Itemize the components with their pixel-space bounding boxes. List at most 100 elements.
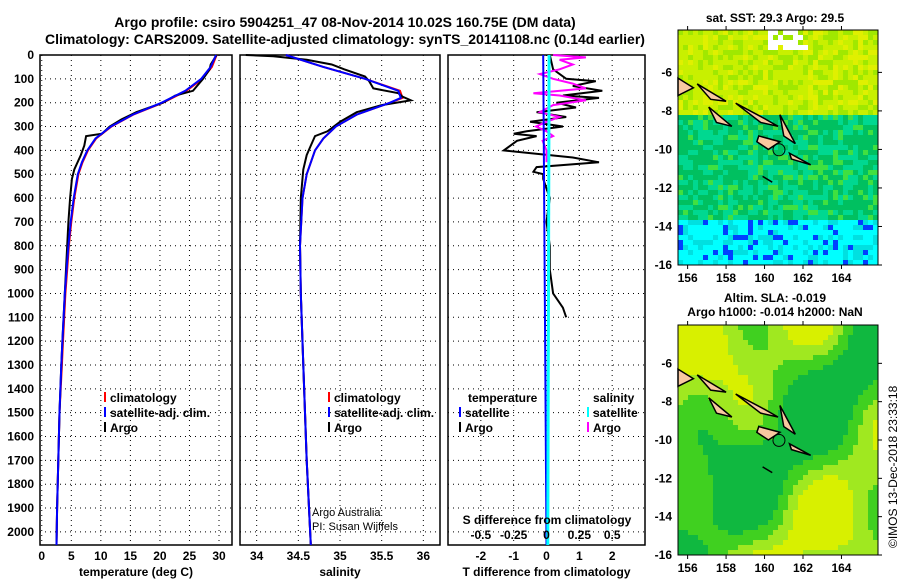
map-cell — [813, 250, 818, 255]
map-cell — [728, 45, 733, 50]
map-cell — [738, 145, 743, 150]
map-cell — [728, 200, 733, 205]
island-shape — [755, 135, 782, 151]
map-cell — [868, 220, 873, 225]
map-cell — [788, 105, 793, 110]
map-cell — [868, 190, 873, 195]
map-cell — [773, 550, 778, 555]
map-cell — [838, 380, 843, 385]
map-cell — [828, 365, 833, 370]
map-cell — [848, 45, 853, 50]
map-cell — [703, 415, 708, 420]
map-cell — [798, 325, 803, 330]
map-cell — [783, 185, 788, 190]
map-cell — [698, 75, 703, 80]
map-cell — [718, 40, 723, 45]
map-cell — [763, 450, 768, 455]
map-cell — [703, 140, 708, 145]
map-cell — [838, 245, 843, 250]
map-cell — [723, 345, 728, 350]
map-cell — [768, 490, 773, 495]
map-cell — [748, 350, 753, 355]
map-cell — [738, 75, 743, 80]
map-cell — [678, 225, 683, 230]
map-cell — [698, 420, 703, 425]
y-tick-label: 1500 — [7, 406, 34, 420]
map-cell — [813, 180, 818, 185]
map-cell — [823, 185, 828, 190]
map-cell — [838, 395, 843, 400]
map-cell — [683, 50, 688, 55]
map-cell — [723, 60, 728, 65]
map-cell — [768, 500, 773, 505]
map-cell — [738, 240, 743, 245]
map-cell — [848, 465, 853, 470]
map-cell — [843, 255, 848, 260]
map-cell — [838, 375, 843, 380]
map-cell — [733, 210, 738, 215]
map-cell — [703, 335, 708, 340]
map-cell — [743, 385, 748, 390]
map-cell — [733, 165, 738, 170]
map-cell — [868, 160, 873, 165]
map-cell — [833, 105, 838, 110]
map-cell — [713, 235, 718, 240]
map-cell — [693, 350, 698, 355]
map-cell — [738, 180, 743, 185]
map-cell — [873, 185, 878, 190]
map-cell — [863, 230, 868, 235]
map-cell — [758, 445, 763, 450]
map-cell — [838, 450, 843, 455]
map-cell — [798, 145, 803, 150]
map-cell — [793, 530, 798, 535]
map-cell — [823, 95, 828, 100]
map-cell — [768, 420, 773, 425]
map-cell — [693, 255, 698, 260]
map-cell — [723, 440, 728, 445]
map-cell — [843, 120, 848, 125]
map-cell — [838, 35, 843, 40]
map-cell — [843, 165, 848, 170]
map-cell — [808, 140, 813, 145]
map-cell — [803, 535, 808, 540]
map-cell — [758, 455, 763, 460]
map-cell — [703, 205, 708, 210]
map-cell — [768, 155, 773, 160]
map-cell — [788, 95, 793, 100]
map-cell — [858, 440, 863, 445]
map-cell — [788, 420, 793, 425]
map-cell — [803, 530, 808, 535]
map-cell — [798, 60, 803, 65]
map-cell — [678, 40, 683, 45]
map-cell — [713, 195, 718, 200]
map-cell — [798, 395, 803, 400]
map-cell — [778, 260, 783, 265]
map-cell — [758, 250, 763, 255]
y-tick-label: 100 — [14, 72, 34, 86]
map-cell — [778, 60, 783, 65]
map-cell — [803, 490, 808, 495]
map-cell — [808, 350, 813, 355]
map-cell — [768, 130, 773, 135]
map-cell — [713, 75, 718, 80]
x-tick-label: -1 — [508, 549, 519, 563]
map-cell — [873, 125, 878, 130]
map-cell — [693, 65, 698, 70]
map-cell — [753, 165, 758, 170]
map-cell — [863, 475, 868, 480]
map-cell — [723, 465, 728, 470]
map-cell — [863, 550, 868, 555]
map-cell — [818, 200, 823, 205]
map-cell — [768, 450, 773, 455]
map-cell — [788, 35, 793, 40]
map-cell — [698, 145, 703, 150]
map-cell — [733, 405, 738, 410]
map-cell — [798, 155, 803, 160]
map-cell — [808, 455, 813, 460]
map-cell — [708, 75, 713, 80]
argo-line — [55, 54, 218, 546]
map-cell — [683, 160, 688, 165]
map-cell — [753, 200, 758, 205]
map-cell — [728, 410, 733, 415]
map-cell — [728, 540, 733, 545]
